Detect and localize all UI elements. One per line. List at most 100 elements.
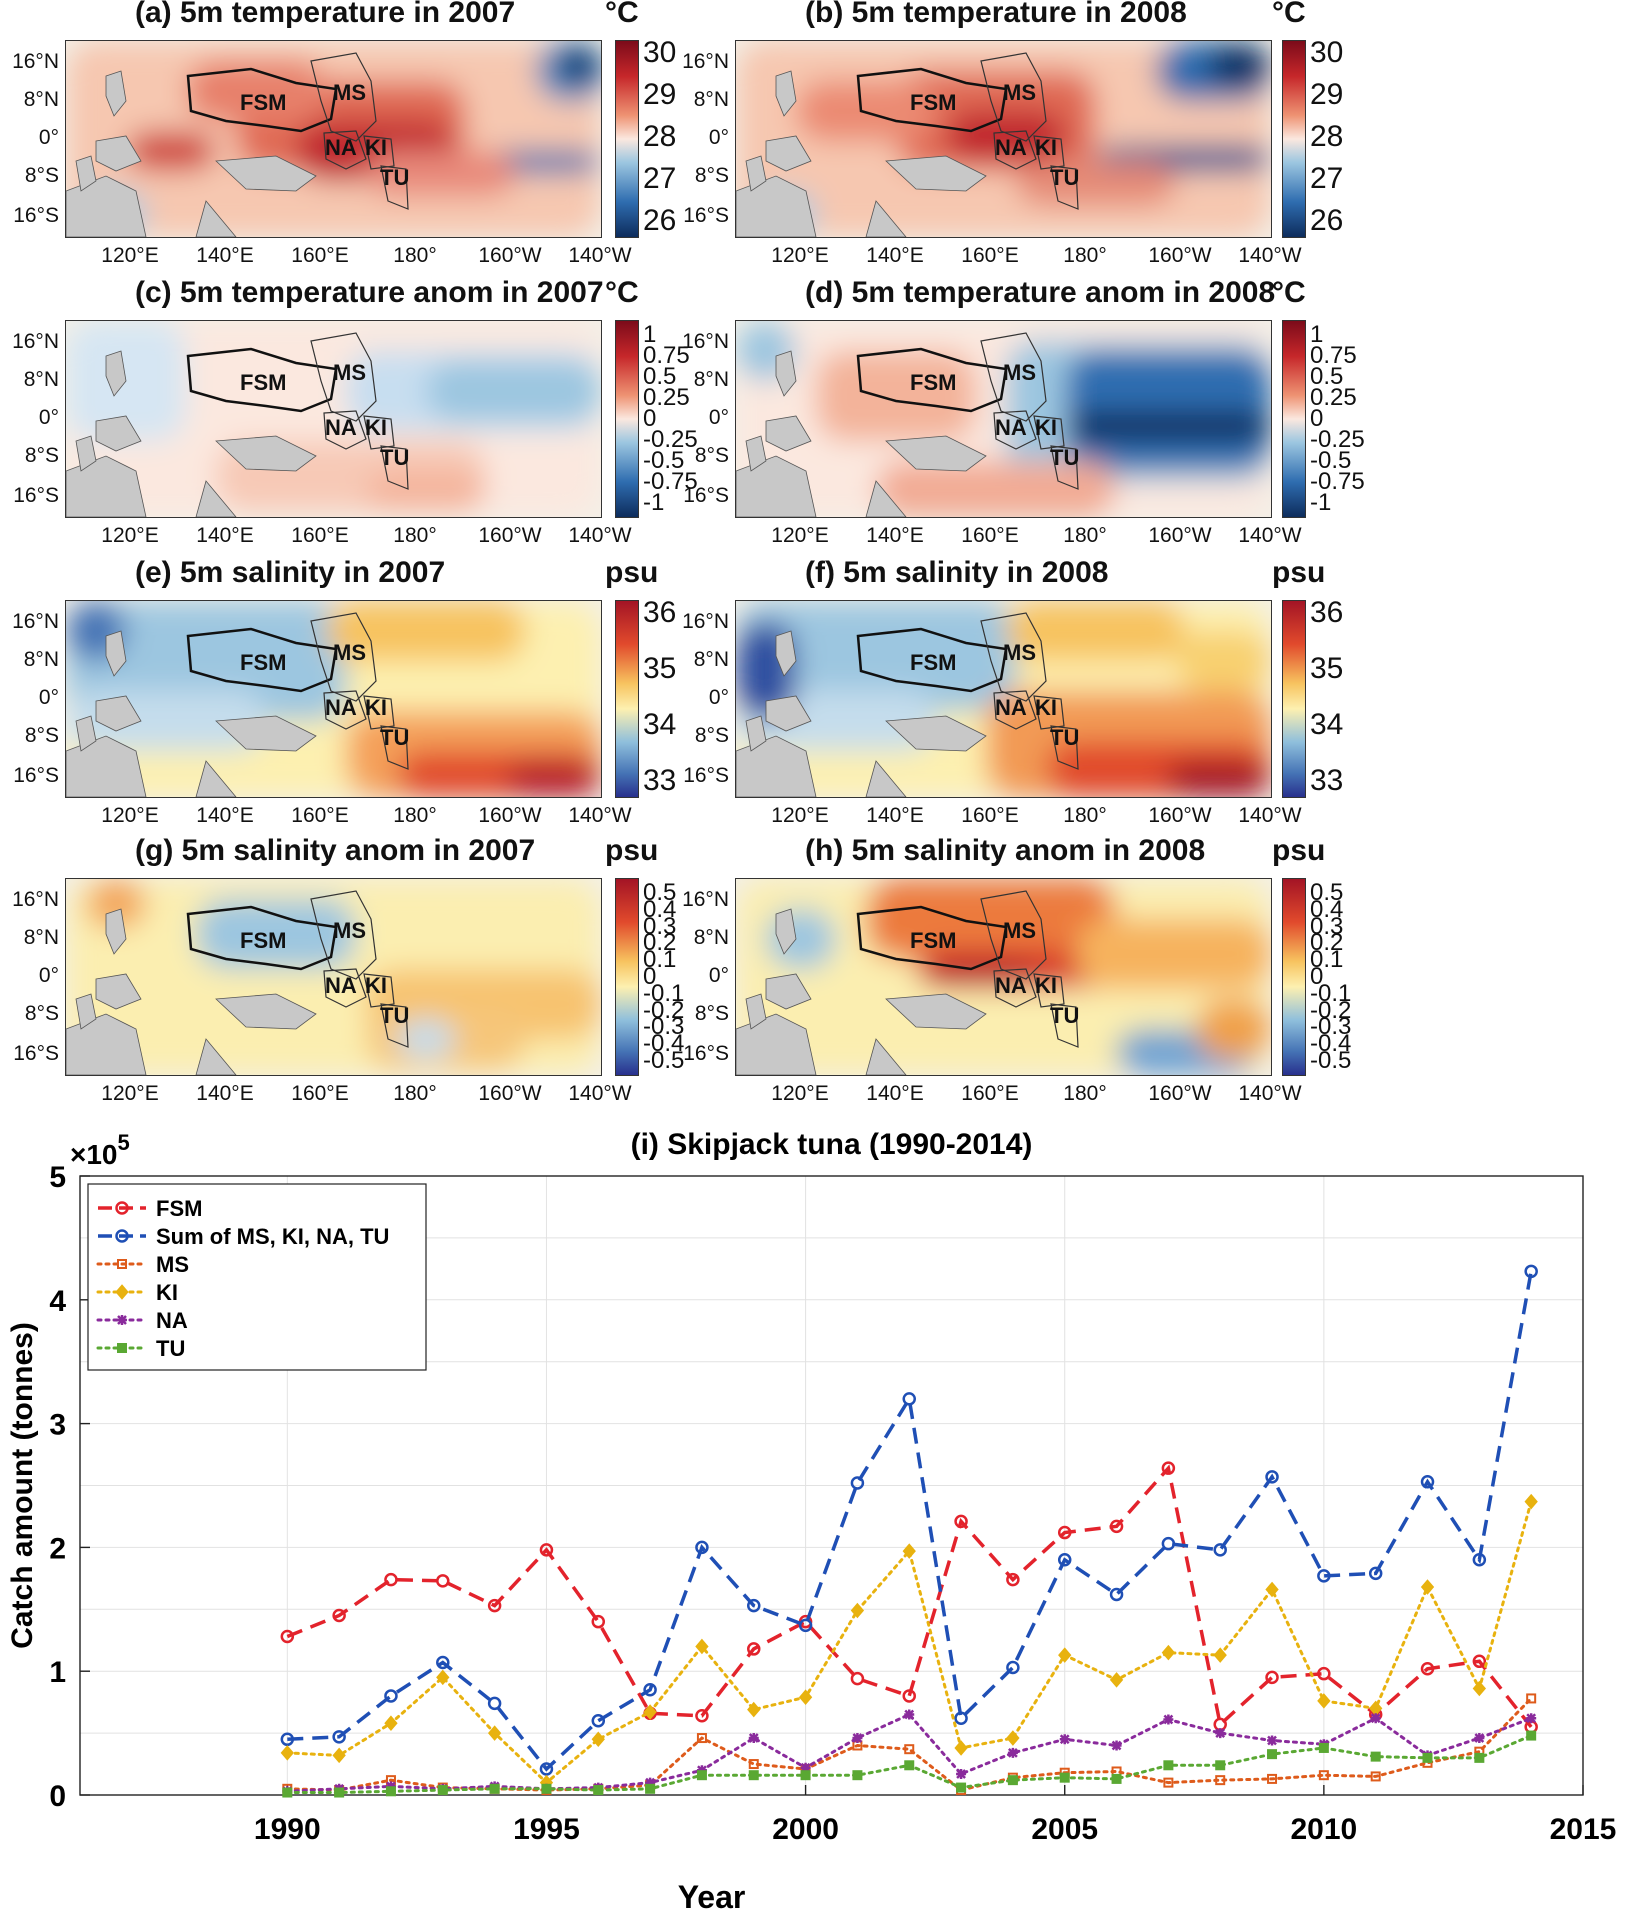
legend: FSM Sum of MS, KI, NA, TU MS KI NA TU [87,1183,427,1371]
colorbar [615,600,639,798]
data-point-fsm [1161,1461,1176,1475]
lat-tick-label: 16°N [12,610,59,633]
land-shape [736,735,817,797]
land-shape [66,455,147,517]
region-label-na: NA [325,973,357,998]
region-label-ki: KI [1035,135,1057,160]
colorbar-tick-label: 0.4 [1310,895,1344,923]
colorbar-tick-label: 0.5 [1310,363,1344,390]
x-tick-label: 2010 [1290,1813,1357,1846]
na-eez-outline [323,690,367,730]
region-label-tu: TU [380,445,410,470]
lon-tick-label: 180° [1063,804,1107,827]
region-label-fsm: FSM [910,928,957,953]
legend-label-fsm: FSM [156,1196,202,1221]
colorbar-tick-label: -0.4 [1310,1030,1352,1058]
data-point-fsm [850,1671,865,1686]
data-point-tu [1059,1772,1070,1783]
data-point-tu [1318,1742,1329,1753]
data-point-ms [748,1759,759,1770]
plot-frame [79,1175,1584,1796]
region-label-fsm: FSM [910,370,957,395]
lon-tick-label: 140°E [196,804,254,827]
data-point-ki [798,1689,813,1705]
series-fsm [280,1461,1538,1734]
colorbar-tick-label: 36 [1310,596,1344,629]
legend-item-tu: TU [96,1336,185,1361]
field-blob [1166,761,1271,797]
data-point-sum [850,1476,865,1490]
data-point-na [1267,1735,1278,1746]
land-shape [75,993,97,1030]
ms-eez-outline [310,612,377,702]
lon-tick-label: 160°W [478,524,542,547]
map-field [735,878,1272,1076]
colorbar-tick-label: 26 [1310,204,1344,237]
data-point-tu [593,1785,604,1796]
field-blob [126,131,216,171]
region-label-ms: MS [333,80,366,105]
data-point-fsm [954,1514,968,1529]
lat-tick-label: 8°N [693,368,729,391]
ki-eez-outline [363,695,395,730]
panel-title: (h) 5m salinity anom in 2008 [805,834,1206,867]
colorbar-tick-label: -0.1 [643,979,685,1007]
legend-item-fsm: FSM [98,1196,202,1221]
land-shape [66,1013,147,1075]
lat-tick-label: 8°S [24,444,59,467]
data-point-tu [956,1782,967,1793]
colorbar [1282,40,1306,238]
colorbar-tick-label: -0.5 [643,447,685,474]
lon-tick-label: 160°W [1148,244,1212,267]
colorbar-tick-label: -0.3 [643,1013,685,1041]
data-point-na [117,1315,127,1325]
map-field [65,40,602,238]
data-point-sum [695,1540,709,1555]
field-blob [816,351,976,441]
lon-tick-label: 140°W [568,244,632,267]
panel-title: (e) 5m salinity in 2007 [135,556,446,589]
colorbar [615,320,639,518]
field-blob [1066,411,1271,441]
field-svg [66,321,601,517]
lat-tick-label: 16°N [682,330,729,353]
lon-tick-label: 120°E [101,244,159,267]
lat-tick-label: 8°S [694,724,729,747]
colorbar-unit: psu [605,834,659,867]
land-shape [765,415,812,452]
land-shape [215,993,317,1030]
lat-tick-label: 16°S [683,764,729,787]
lat-tick-label: 16°N [12,888,59,911]
lon-tick-label: 140°E [866,244,924,267]
region-label-tu: TU [380,725,410,750]
land-shape [195,200,237,237]
region-label-fsm: FSM [240,650,287,675]
colorbar-tick-label: 34 [643,708,677,741]
region-label-ki: KI [365,135,387,160]
na-eez-outline [323,130,367,170]
x-axis-label: Year [678,1879,746,1912]
region-label-ms: MS [1003,640,1036,665]
colorbar-gradient [616,879,638,1075]
land-shape [66,735,147,797]
data-point-fsm [1006,1572,1020,1587]
field-blob [196,899,356,969]
data-point-sum [332,1730,346,1744]
region-label-na: NA [995,415,1027,440]
colorbar-tick-label: -0.2 [643,996,685,1024]
data-point-ki [1420,1579,1435,1595]
lat-tick-label: 16°N [682,50,729,73]
x-tick-label: 1990 [254,1813,321,1846]
colorbar-tick-label: -0.1 [1310,979,1352,1007]
data-point-sum [539,1762,554,1776]
data-point-tu [852,1770,863,1781]
colorbar-gradient [616,41,638,237]
lat-tick-label: 8°S [694,1002,729,1025]
data-point-sum [1472,1553,1487,1567]
colorbar-tick-label: 28 [643,120,677,153]
colorbar-unit: psu [1272,834,1326,867]
colorbar-tick-label: 33 [1310,764,1344,797]
data-point-fsm [487,1598,502,1613]
colorbar-tick-label: 33 [643,764,677,797]
data-point-ki [850,1602,865,1619]
